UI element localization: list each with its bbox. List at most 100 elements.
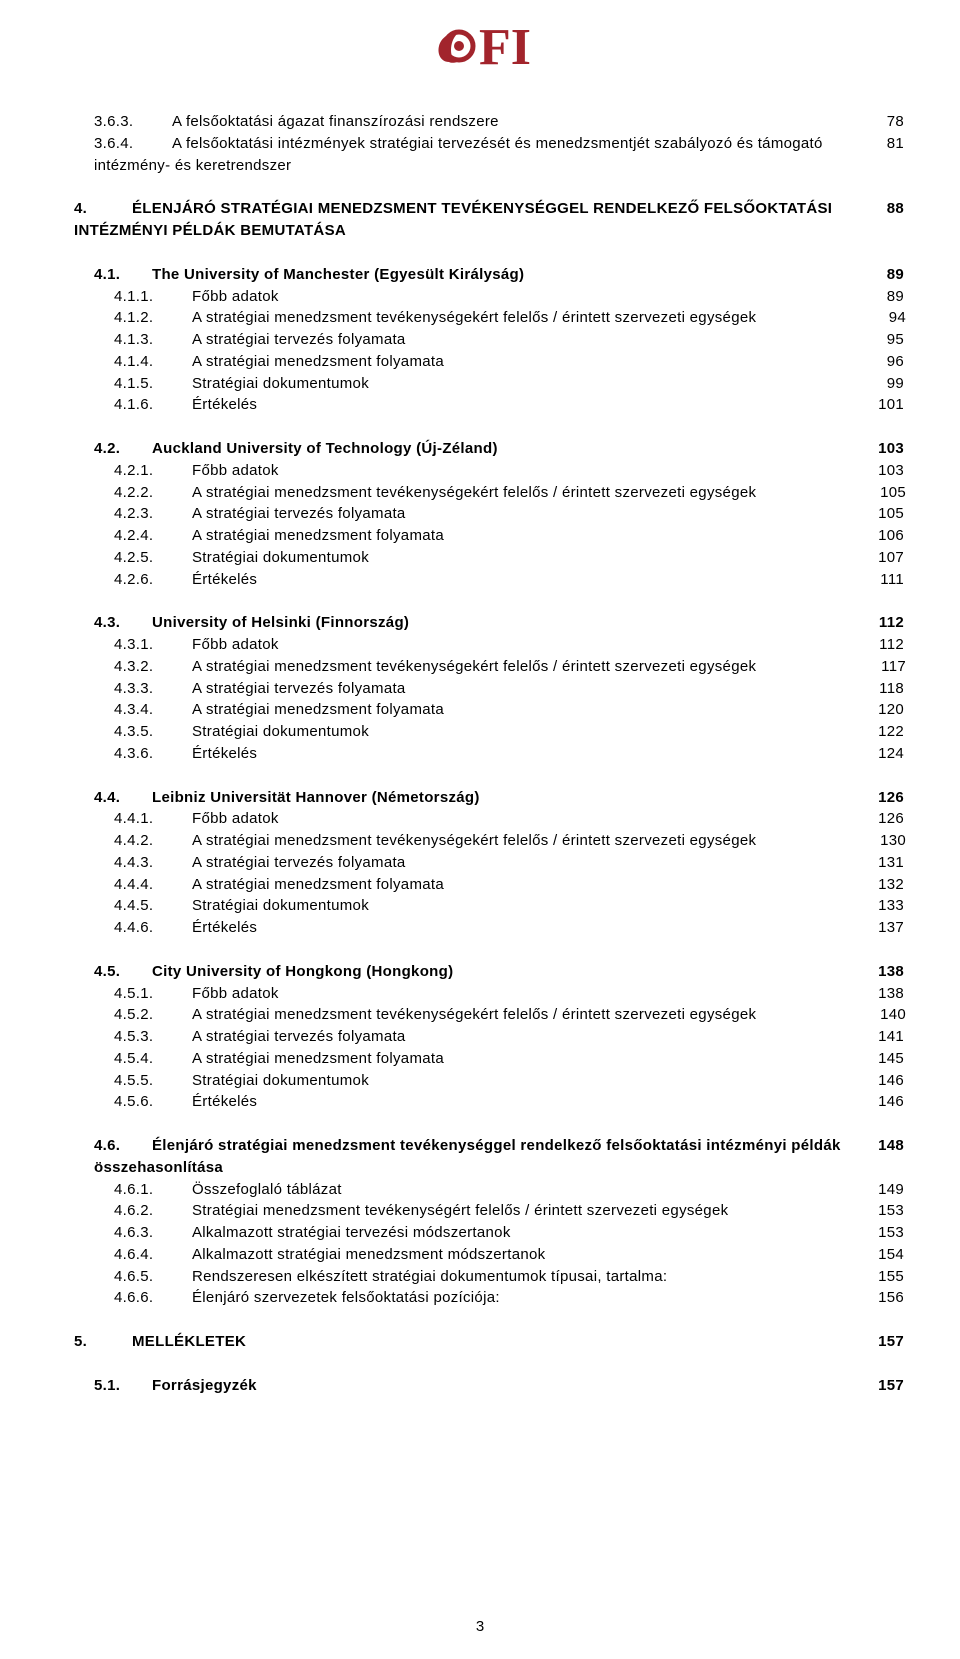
toc-entry-label: 4.5.City University of Hongkong (Hongkon…: [94, 961, 878, 983]
toc-entry-title: A stratégiai menedzsment folyamata: [192, 1050, 444, 1067]
toc-entry-title: Értékelés: [192, 919, 257, 936]
toc-entry-page: 103: [878, 460, 904, 482]
toc-entry-page: 112: [879, 612, 904, 634]
toc-entry: 4.1.6.Értékelés101: [74, 394, 904, 416]
toc-entry: 4.1.3.A stratégiai tervezés folyamata95: [74, 329, 904, 351]
toc-entry-number: 4.6.5.: [114, 1266, 192, 1288]
toc-entry-label: 4.3.1.Főbb adatok: [114, 634, 879, 656]
toc-entry: 4.6.3.Alkalmazott stratégiai tervezési m…: [74, 1222, 904, 1244]
toc-group: 5.MELLÉKLETEK157: [74, 1331, 904, 1353]
toc-entry-page: 146: [878, 1091, 904, 1113]
toc-entry-page: 111: [880, 569, 904, 591]
toc-entry: 4.1.1.Főbb adatok89: [74, 286, 904, 308]
toc-entry: 4.1.4.A stratégiai menedzsment folyamata…: [74, 351, 904, 373]
toc-entry-number: 4.3.4.: [114, 699, 192, 721]
toc-entry-number: 4.4.1.: [114, 808, 192, 830]
toc-entry-number: 4.4.: [94, 787, 152, 809]
toc-entry: 4.5.6.Értékelés146: [74, 1091, 904, 1113]
toc-entry-number: 4.3.6.: [114, 743, 192, 765]
toc-entry-label: 4.4.1.Főbb adatok: [114, 808, 878, 830]
toc-entry-number: 4.6.6.: [114, 1287, 192, 1309]
toc-entry-page: 105: [878, 503, 904, 525]
toc-entry-page: 120: [878, 699, 904, 721]
toc-entry-page: 141: [878, 1026, 904, 1048]
toc-entry: 4.4.4.A stratégiai menedzsment folyamata…: [74, 874, 904, 896]
toc-entry-number: 4.1.: [94, 264, 152, 286]
toc-entry-title: City University of Hongkong (Hongkong): [152, 963, 453, 980]
toc-entry-label: 4.1.5.Stratégiai dokumentumok: [114, 373, 887, 395]
toc-entry-title: Forrásjegyzék: [152, 1377, 257, 1394]
toc-entry-title: Auckland University of Technology (Új-Zé…: [152, 440, 498, 457]
toc-entry-number: 4.5.2.: [114, 1004, 192, 1026]
toc-entry-label: 4.6.2.Stratégiai menedzsment tevékenység…: [114, 1200, 878, 1222]
toc-entry-page: 81: [887, 133, 904, 155]
toc-entry-page: 112: [879, 634, 904, 656]
toc-entry-title: A felsőoktatási ágazat finanszírozási re…: [172, 113, 499, 130]
toc-entry-page: 99: [887, 373, 904, 395]
toc-entry-label: 4.1.3.A stratégiai tervezés folyamata: [114, 329, 887, 351]
toc-entry-label: 4.2.4.A stratégiai menedzsment folyamata: [114, 525, 878, 547]
toc-entry-label: 4.5.4.A stratégiai menedzsment folyamata: [114, 1048, 878, 1070]
toc-entry-label: 4.6.1.Összefoglaló táblázat: [114, 1179, 878, 1201]
toc-group: 4.2.Auckland University of Technology (Ú…: [74, 438, 904, 590]
toc-entry-page: 153: [878, 1200, 904, 1222]
toc-entry-page: 124: [878, 743, 904, 765]
toc-entry-page: 154: [878, 1244, 904, 1266]
toc-entry-page: 148: [878, 1135, 904, 1157]
toc-entry-number: 4.1.6.: [114, 394, 192, 416]
toc-entry-label: 4.3.6.Értékelés: [114, 743, 878, 765]
toc-entry: 5.1.Forrásjegyzék157: [74, 1375, 904, 1397]
toc-entry: 5.MELLÉKLETEK157: [74, 1331, 904, 1353]
toc-entry: 4.3.2.A stratégiai menedzsment tevékenys…: [74, 656, 904, 678]
toc-entry-number: 4.4.6.: [114, 917, 192, 939]
toc-entry-title: Leibniz Universität Hannover (Németorszá…: [152, 789, 480, 806]
toc-entry-page: 103: [878, 438, 904, 460]
toc-entry: 4.1.5.Stratégiai dokumentumok99: [74, 373, 904, 395]
page-number: 3: [0, 1618, 960, 1635]
toc-entry-number: 4.2.1.: [114, 460, 192, 482]
toc-entry-label: 4.6.4.Alkalmazott stratégiai menedzsment…: [114, 1244, 878, 1266]
toc-entry-number: 4.2.2.: [114, 482, 192, 504]
toc-entry-number: 4.3.1.: [114, 634, 192, 656]
toc-entry: 4.4.2.A stratégiai menedzsment tevékenys…: [74, 830, 904, 852]
toc-group: 4.1.The University of Manchester (Egyesü…: [74, 264, 904, 416]
toc-entry-label: 5.1.Forrásjegyzék: [94, 1375, 878, 1397]
toc-entry-page: 153: [878, 1222, 904, 1244]
toc-entry-title: Értékelés: [192, 571, 257, 588]
toc-entry: 4.4.5.Stratégiai dokumentumok133: [74, 895, 904, 917]
toc-entry-title: Alkalmazott stratégiai menedzsment módsz…: [192, 1246, 545, 1263]
toc-entry-label: 4.3.3.A stratégiai tervezés folyamata: [114, 678, 879, 700]
toc-entry-number: 4.4.4.: [114, 874, 192, 896]
toc-entry-title: A stratégiai menedzsment folyamata: [192, 527, 444, 544]
toc-entry: 4.6.4.Alkalmazott stratégiai menedzsment…: [74, 1244, 904, 1266]
toc-entry-title: Főbb adatok: [192, 636, 279, 653]
toc-entry-label: 4.4.2.A stratégiai menedzsment tevékenys…: [114, 830, 880, 852]
toc-group: 5.1.Forrásjegyzék157: [74, 1375, 904, 1397]
toc-entry: 4.2.1.Főbb adatok103: [74, 460, 904, 482]
toc-entry-page: 131: [878, 852, 904, 874]
toc-entry: 4.3.4.A stratégiai menedzsment folyamata…: [74, 699, 904, 721]
document-page: FI 3.6.3.A felsőoktatási ágazat finanszí…: [0, 0, 960, 1659]
toc-entry: 4.5.1.Főbb adatok138: [74, 983, 904, 1005]
toc-entry-label: 4.ÉLENJÁRÓ STRATÉGIAI MENEDZSMENT TEVÉKE…: [74, 198, 887, 242]
toc-entry-number: 4.5.3.: [114, 1026, 192, 1048]
toc-entry-number: 4.6.4.: [114, 1244, 192, 1266]
toc-entry-page: 137: [878, 917, 904, 939]
ofi-logo-icon: FI: [429, 14, 549, 76]
toc-entry: 4.5.3.A stratégiai tervezés folyamata141: [74, 1026, 904, 1048]
toc-entry-page: 149: [878, 1179, 904, 1201]
table-of-contents: 3.6.3.A felsőoktatási ágazat finanszíroz…: [74, 111, 904, 1397]
toc-entry-number: 4.1.5.: [114, 373, 192, 395]
toc-entry: 4.6.1.Összefoglaló táblázat149: [74, 1179, 904, 1201]
toc-entry-page: 96: [887, 351, 904, 373]
toc-entry-title: ÉLENJÁRÓ STRATÉGIAI MENEDZSMENT TEVÉKENY…: [74, 200, 832, 239]
toc-entry-number: 4.2.4.: [114, 525, 192, 547]
toc-entry-number: 5.1.: [94, 1375, 152, 1397]
toc-entry-label: 4.5.6.Értékelés: [114, 1091, 878, 1113]
toc-entry: 4.1.The University of Manchester (Egyesü…: [74, 264, 904, 286]
toc-entry-page: 107: [878, 547, 904, 569]
toc-entry: 3.6.4.A felsőoktatási intézmények straté…: [74, 133, 904, 177]
toc-entry-label: 4.6.Élenjáró stratégiai menedzsment tevé…: [94, 1135, 878, 1179]
toc-entry-title: A stratégiai tervezés folyamata: [192, 331, 406, 348]
toc-entry-title: Stratégiai dokumentumok: [192, 723, 369, 740]
